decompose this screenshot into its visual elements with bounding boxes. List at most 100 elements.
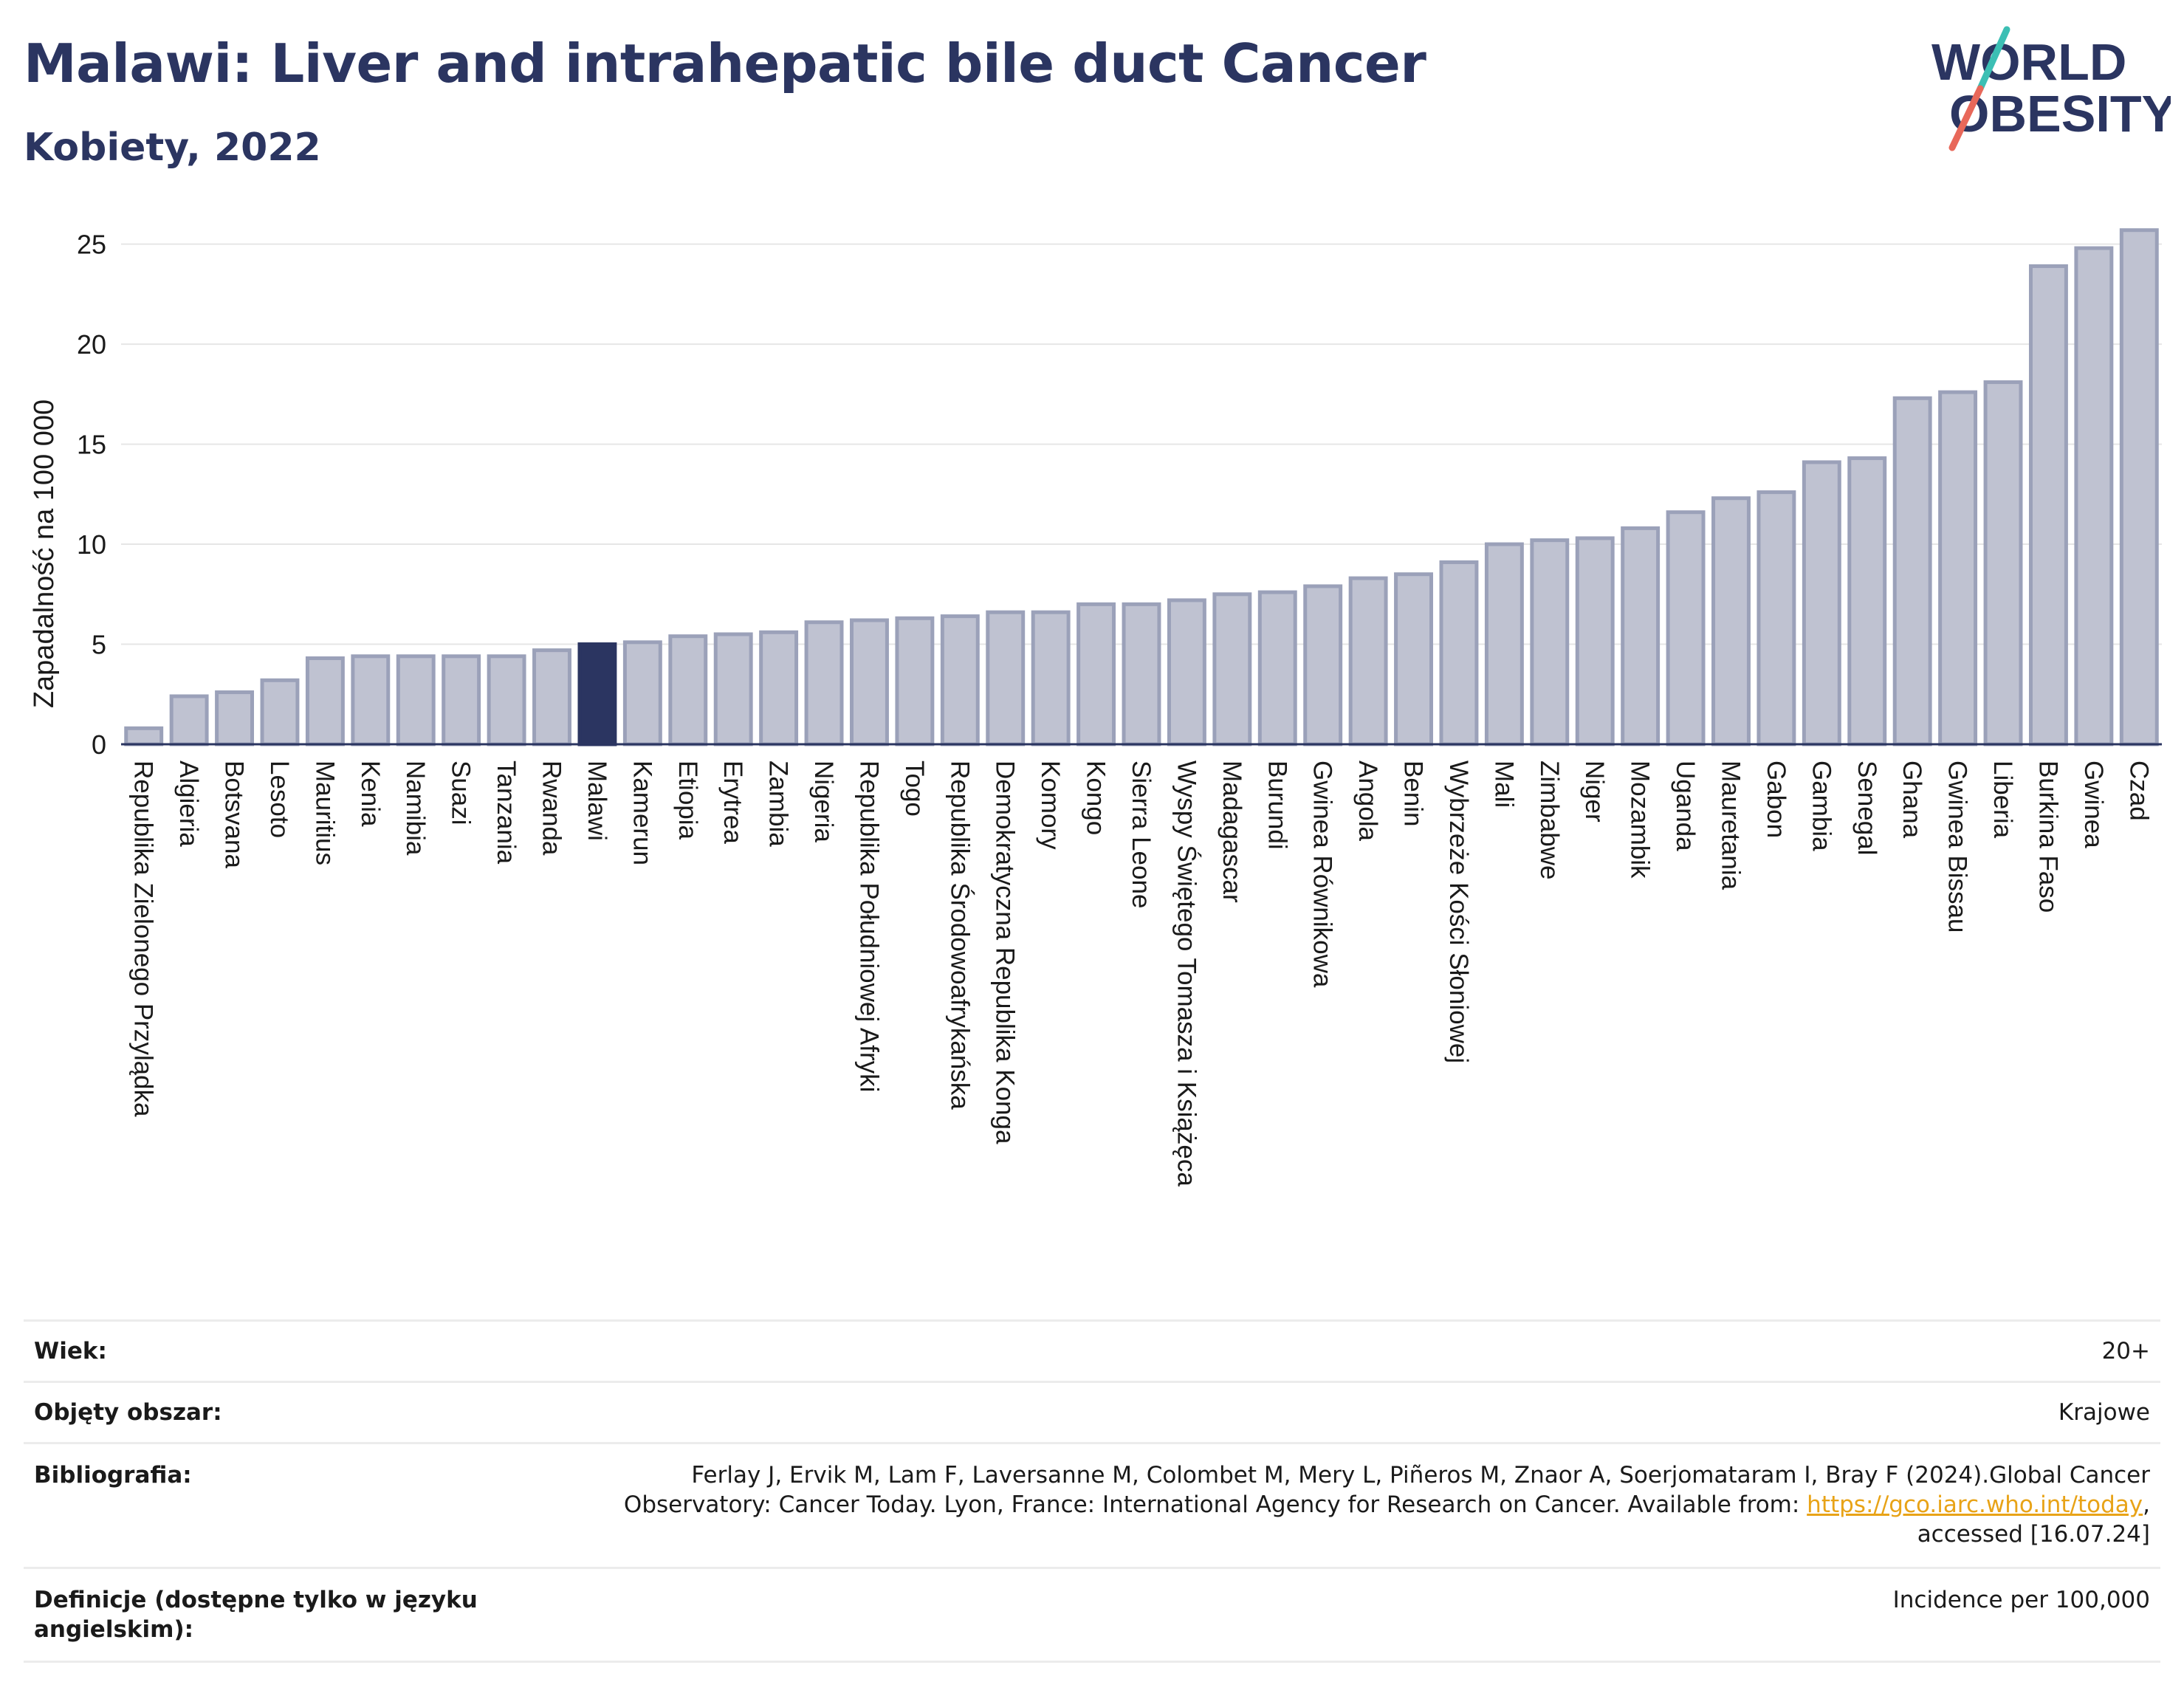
x-tick-label: Mauretania [1716, 761, 1745, 890]
bar [442, 654, 481, 746]
bar [351, 654, 391, 746]
info-value-bibliography: Ferlay J, Ervik M, Lam F, Laversanne M, … [492, 1460, 2160, 1549]
x-tick-label: Gwinea [2079, 761, 2108, 848]
x-tick-label: Namibia [401, 761, 430, 856]
x-tick-label: Burkina Faso [2033, 761, 2062, 913]
x-tick-label: Wybrzeże Kości Słoniowej [1444, 761, 1473, 1063]
bar [1802, 460, 1841, 746]
x-tick-label: Algieria [174, 761, 203, 847]
y-tick-label: 0 [92, 729, 106, 760]
x-tick-label: Erytrea [718, 761, 747, 844]
info-row-bibliography: Bibliografia: Ferlay J, Ervik M, Lam F, … [24, 1442, 2160, 1567]
bar [895, 616, 935, 746]
x-tick-label: Wyspy Świętego Tomasza i Książęca [1172, 761, 1201, 1187]
logo-slash-coral [1948, 85, 1984, 151]
world-obesity-logo: WORLD OBESITY [1931, 26, 2171, 151]
x-tick-label: Kamerun [628, 761, 656, 865]
x-tick-label: Malawi [583, 761, 611, 841]
bar [668, 634, 708, 746]
x-tick-label: Nigeria [809, 761, 838, 842]
bar [940, 614, 980, 746]
bar [215, 690, 255, 746]
x-tick-label: Lesoto [265, 761, 294, 838]
x-tick-label: Zimbabwe [1535, 761, 1564, 879]
x-tick-label: Gwinea Równikowa [1308, 761, 1337, 988]
info-label-area: Objęty obszar: [34, 1399, 222, 1426]
bibliography-line3: accessed [16.07.24] [1917, 1521, 2150, 1548]
x-tick-label: Ghana [1898, 761, 1926, 839]
bar [1530, 538, 1570, 746]
bar [2074, 246, 2114, 746]
bar [1847, 456, 1887, 746]
x-tick-label: Togo [900, 761, 929, 817]
info-row-age: Wiek: 20+ [24, 1319, 2160, 1381]
logo-line2: OBESITY [1949, 85, 2171, 143]
bar [1892, 396, 1932, 746]
y-tick-label: 10 [77, 529, 106, 560]
bar [1439, 560, 1479, 746]
x-tick-label: Liberia [1988, 761, 2017, 839]
bar [260, 678, 300, 746]
bar [1983, 380, 2023, 746]
y-tick-label: 5 [92, 630, 106, 660]
x-tick-label: Madagascar [1218, 761, 1246, 903]
bar [169, 694, 209, 746]
info-value-area: Krajowe [2058, 1399, 2150, 1426]
bibliography-line2-end: , [2143, 1491, 2150, 1518]
chart-title: Malawi: Liver and intrahepatic bile duct… [24, 32, 1426, 95]
bar [2119, 228, 2159, 746]
info-label-age: Wiek: [34, 1338, 107, 1364]
bar [2028, 264, 2068, 746]
x-tick-label: Benin [1399, 761, 1428, 827]
bar [1666, 510, 1706, 746]
x-tick-label: Botsvana [220, 761, 249, 868]
bar [1575, 536, 1615, 746]
bar [396, 654, 436, 746]
y-tick-label: 20 [77, 329, 106, 360]
x-tick-label: Komory [1036, 761, 1065, 850]
x-tick-label: Niger [1580, 761, 1609, 823]
x-tick-label: Mauritius [310, 761, 339, 865]
bibliography-line1: Ferlay J, Ervik M, Lam F, Laversanne M, … [691, 1462, 2150, 1489]
bar [986, 610, 1026, 746]
x-tick-label: Gambia [1807, 761, 1836, 851]
bar [713, 632, 753, 746]
x-tick-label: Czad [2124, 761, 2153, 821]
bar [1348, 576, 1388, 746]
bars-layer [124, 228, 2159, 746]
info-value-age: 20+ [2101, 1338, 2150, 1364]
x-tick-label: Etiopia [673, 761, 702, 840]
bar [1484, 542, 1524, 746]
bar [1076, 602, 1116, 746]
bibliography-link[interactable]: https://gco.iarc.who.int/today [1807, 1491, 2143, 1518]
x-tick-label: Rwanda [538, 761, 566, 856]
logo-line1: WORLD [1931, 33, 2126, 91]
bar [1122, 602, 1161, 746]
bar [532, 648, 571, 746]
x-tick-label: Uganda [1671, 761, 1700, 851]
x-tick-label: Zambia [764, 761, 793, 847]
x-tick-label: Burundi [1263, 761, 1291, 850]
bar [1938, 390, 1978, 746]
bar [1257, 590, 1297, 746]
x-tick-label: Republika Zielonego Przylądka [129, 761, 158, 1117]
bar [1167, 598, 1206, 746]
info-label-bibliography: Bibliografia: [34, 1462, 192, 1489]
axis-layer: 0 5 10 15 20 25 Republika Zielonego Przylądka A… [77, 230, 2162, 1187]
x-tick-label: Kongo [1082, 761, 1110, 835]
bar [1621, 526, 1661, 746]
bar [305, 656, 345, 746]
bar [124, 726, 164, 746]
x-tick-label: Angola [1353, 761, 1382, 842]
x-tick-label: Mozambik [1626, 761, 1655, 879]
x-tick-label: Demokratyczna Republika Konga [991, 761, 1020, 1144]
logo-slash-teal [1977, 26, 2010, 92]
y-tick-label: 15 [77, 430, 106, 460]
bar-highlighted [577, 642, 617, 746]
bar-chart: 0 5 10 15 20 25 Republika Zielonego Przylądka A… [29, 228, 2162, 1187]
x-tick-label: Mali [1489, 761, 1518, 808]
info-label-definitions: Definicje (dostępne tylko w języku angie… [34, 1587, 478, 1643]
x-tick-label: Suazi [447, 761, 475, 825]
bar [1212, 592, 1252, 746]
bar [1031, 610, 1071, 746]
